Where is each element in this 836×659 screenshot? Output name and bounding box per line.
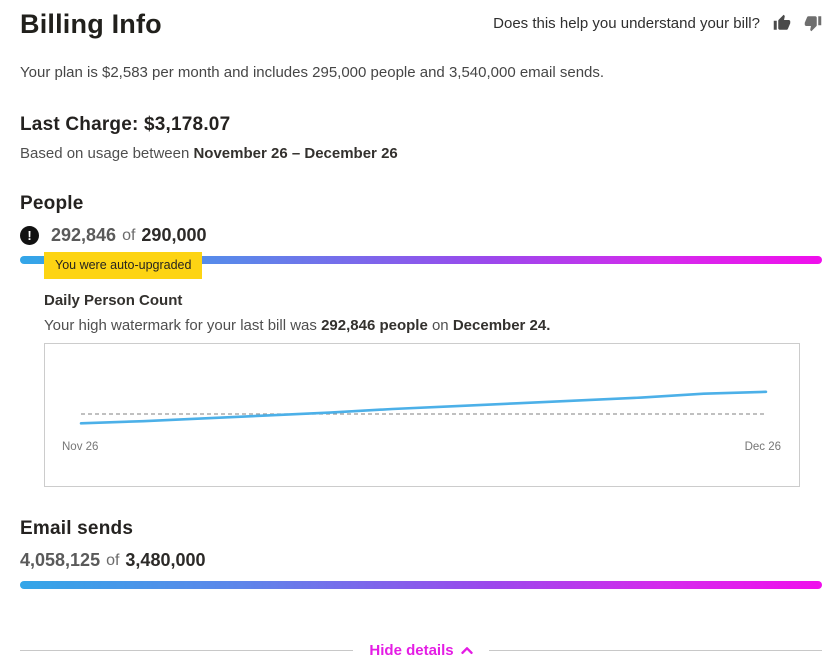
thumb-up-icon (773, 14, 791, 30)
auto-upgraded-badge: You were auto-upgraded (44, 252, 203, 279)
chevron-up-icon (460, 647, 473, 654)
email-of-label: of (106, 551, 120, 569)
page-title: Billing Info (20, 9, 162, 39)
email-usage-bar (20, 581, 822, 589)
divider-line-left (20, 650, 354, 651)
people-usage-bar-wrap: You were auto-upgraded (20, 252, 822, 279)
email-used-count: 4,058,125 (20, 550, 101, 570)
person-count-chart: Nov 26 Dec 26 (44, 343, 800, 487)
last-charge-heading: Last Charge: $3,178.07 (20, 114, 231, 135)
watermark-mid: on (427, 317, 453, 334)
feedback-widget: Does this help you understand your bill? (493, 14, 822, 32)
watermark-date: December 24. (452, 317, 551, 334)
email-sends-heading: Email sends (20, 518, 134, 539)
people-limit-count: 290,000 (141, 225, 207, 245)
hide-details-label: Hide details (369, 642, 454, 659)
thumbs-up-button[interactable] (773, 14, 791, 32)
usage-range-prefix: Based on usage between (20, 145, 194, 162)
warning-icon: ! (20, 226, 39, 245)
feedback-question: Does this help you understand your bill? (493, 14, 760, 32)
watermark-prefix: Your high watermark for your last bill w… (44, 317, 322, 334)
header: Billing Info Does this help you understa… (20, 8, 822, 40)
thumbs-down-button[interactable] (804, 14, 822, 32)
watermark-value: 292,846 people (321, 317, 428, 334)
usage-range-dates: November 26 – December 26 (193, 145, 398, 162)
chart-x-start-label: Nov 26 (62, 441, 99, 453)
plan-summary: Your plan is $2,583 per month and includ… (20, 64, 605, 81)
hide-details-toggle[interactable]: Hide details (353, 642, 488, 659)
thumb-down-icon (804, 16, 822, 32)
daily-person-count-title: Daily Person Count (44, 292, 183, 309)
email-limit-count: 3,480,000 (125, 550, 206, 570)
divider-line-right (488, 650, 823, 651)
person-count-chart-svg (79, 390, 768, 425)
people-section-heading: People (20, 193, 84, 214)
email-usage-bar-wrap (20, 581, 822, 589)
usage-range-line: Based on usage between November 26 – Dec… (20, 145, 822, 162)
chart-x-end-label: Dec 26 (744, 441, 781, 453)
people-used-count: 292,846 (51, 225, 117, 245)
people-usage-row: ! 292,846 of 290,000 (20, 225, 822, 246)
email-usage-row: 4,058,125 of 3,480,000 (20, 550, 822, 571)
people-of-label: of (122, 226, 136, 244)
people-usage-bar (20, 256, 822, 264)
details-toggle-row: Hide details (20, 642, 823, 659)
people-detail-block: Daily Person Count Your high watermark f… (44, 292, 822, 487)
watermark-line: Your high watermark for your last bill w… (44, 317, 822, 334)
